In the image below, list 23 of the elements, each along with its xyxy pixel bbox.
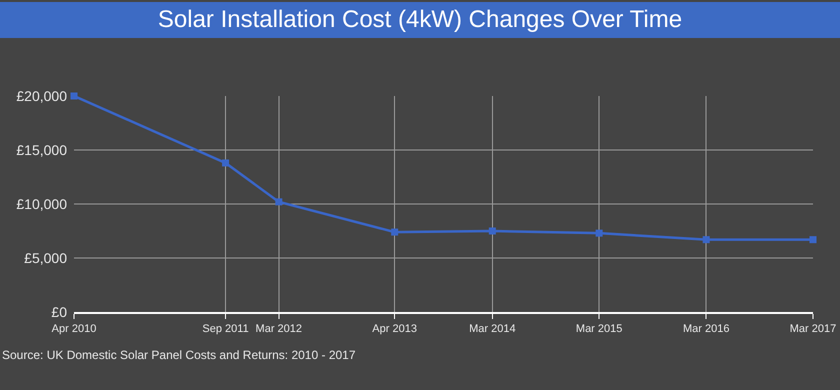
point (222, 159, 230, 166)
y-tick-label: £20,000 (16, 88, 68, 104)
x-tick-label: Mar 2015 (576, 323, 622, 336)
x-tick-label: Mar 2016 (682, 323, 730, 336)
y-tick-label: £5,000 (24, 250, 68, 266)
point (70, 92, 78, 100)
point (275, 198, 282, 206)
x-tick-label: Mar 2012 (256, 323, 302, 336)
x-tick-label: Mar 2017 (790, 323, 836, 336)
point (391, 228, 398, 236)
y-tick-label: £0 (51, 304, 68, 320)
x-tick-label: Sep 2011 (202, 323, 249, 336)
x-tick-label: Mar 2014 (469, 323, 516, 336)
x-tick-label: Apr 2013 (372, 323, 417, 336)
point (810, 236, 816, 244)
x-tick-label: Apr 2010 (52, 323, 96, 336)
chart-title: Solar Installation Cost (4kW) Changes Over Time (0, 2, 840, 38)
y-tick-label: £15,000 (16, 142, 68, 158)
point (596, 230, 603, 237)
y-tick-label: £10,000 (16, 196, 68, 212)
point (702, 236, 710, 244)
point (488, 228, 496, 234)
source-note: Source: UK Domestic Solar Panel Costs and Returns: 2010 - 2017 (2, 348, 356, 362)
